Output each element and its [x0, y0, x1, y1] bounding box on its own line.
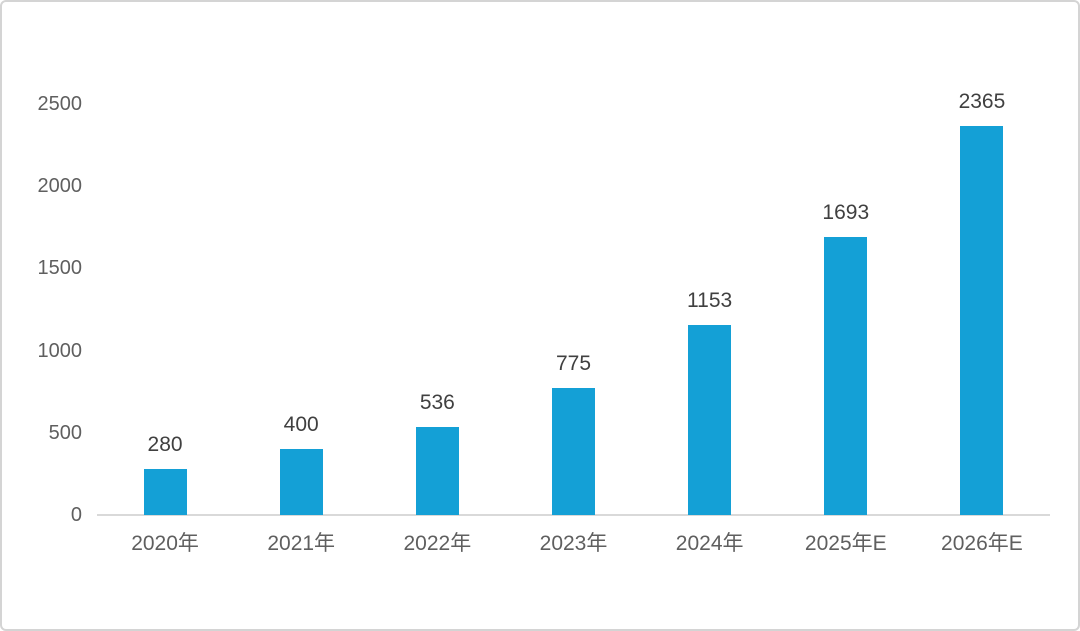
- bar-2021年: [279, 449, 323, 515]
- bar-2023年: [552, 387, 595, 515]
- bar-2022年: [415, 426, 459, 515]
- x-tick-label: 2023年: [539, 532, 608, 555]
- x-axis-line: [97, 514, 1050, 516]
- x-tick-label: 2021年: [267, 532, 336, 555]
- y-tick-label: 2000: [37, 175, 83, 198]
- data-label: 400: [283, 413, 319, 437]
- y-tick-label: 0: [70, 504, 82, 526]
- y-tick-label: 2500: [37, 93, 83, 115]
- bar-2020年: [143, 468, 187, 515]
- data-label: 1693: [822, 200, 870, 224]
- y-tick-label: 1000: [37, 339, 83, 362]
- bar-2026年E: [960, 126, 1004, 515]
- data-label: 2365: [958, 90, 1006, 114]
- data-label: 1153: [687, 289, 733, 313]
- bar-2025年E: [824, 236, 868, 515]
- x-tick-label: 2024年: [675, 532, 744, 555]
- y-tick-label: 500: [48, 421, 82, 444]
- data-label: 775: [555, 351, 592, 375]
- data-label: 536: [419, 390, 455, 414]
- x-tick-label: 2020年: [131, 532, 199, 555]
- y-tick-label: 1500: [37, 257, 83, 280]
- bar-2024年: [688, 325, 732, 515]
- x-tick-label: 2025年E: [804, 532, 887, 555]
- data-label: 280: [147, 432, 183, 456]
- x-tick-label: 2026年E: [941, 532, 1023, 555]
- x-tick-label: 2022年: [403, 532, 472, 555]
